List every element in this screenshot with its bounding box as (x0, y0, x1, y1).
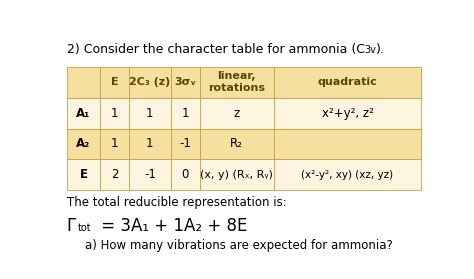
Bar (100, 98, 128, 129)
Text: -1: -1 (144, 168, 156, 181)
Text: 2) Consider the character table for ammonia (C: 2) Consider the character table for ammo… (66, 43, 365, 56)
Text: = 3A₁ + 1A₂ + 8E: = 3A₁ + 1A₂ + 8E (96, 217, 247, 235)
Bar (171, 98, 200, 129)
Text: 2C₃ (z): 2C₃ (z) (129, 77, 171, 87)
Text: ).: ). (376, 43, 385, 56)
Text: linear,
rotations: linear, rotations (208, 71, 265, 93)
Bar (128, 129, 171, 159)
Text: a) How many vibrations are expected for ammonia?: a) How many vibrations are expected for … (85, 239, 393, 252)
Text: The total reducible representation is:: The total reducible representation is: (66, 196, 286, 209)
Text: tot: tot (78, 223, 91, 232)
Bar (274, 67, 421, 98)
Bar (128, 98, 171, 129)
Text: R₂: R₂ (230, 138, 243, 150)
Bar (200, 159, 274, 190)
Bar (274, 159, 421, 190)
Text: x²+y², z²: x²+y², z² (321, 107, 374, 120)
Text: E: E (110, 77, 118, 87)
Bar (171, 67, 200, 98)
Text: 1: 1 (111, 138, 118, 150)
Text: 3v: 3v (365, 45, 376, 55)
Text: E: E (80, 168, 87, 181)
Text: A₂: A₂ (76, 138, 91, 150)
Text: A₁: A₁ (76, 107, 91, 120)
Text: (x, y) (Rₓ, Rᵧ): (x, y) (Rₓ, Rᵧ) (201, 170, 273, 180)
Text: 1: 1 (182, 107, 189, 120)
Text: 1: 1 (146, 107, 154, 120)
Bar (274, 129, 421, 159)
Bar (66, 129, 100, 159)
Bar (128, 159, 171, 190)
Text: 1: 1 (111, 107, 118, 120)
Text: z: z (234, 107, 240, 120)
Text: 1: 1 (146, 138, 154, 150)
Bar (171, 159, 200, 190)
Bar (66, 159, 100, 190)
Bar (100, 159, 128, 190)
Text: (x²-y², xy) (xz, yz): (x²-y², xy) (xz, yz) (301, 170, 393, 180)
Bar (171, 129, 200, 159)
Bar (200, 67, 274, 98)
Bar (128, 67, 171, 98)
Bar (66, 67, 100, 98)
Bar (100, 129, 128, 159)
Text: 0: 0 (182, 168, 189, 181)
Text: Γ: Γ (66, 217, 76, 235)
Text: quadratic: quadratic (318, 77, 377, 87)
Text: -1: -1 (180, 138, 191, 150)
Bar (66, 98, 100, 129)
Bar (200, 129, 274, 159)
Text: 3σᵥ: 3σᵥ (174, 77, 196, 87)
Bar (200, 98, 274, 129)
Bar (100, 67, 128, 98)
Text: 2: 2 (111, 168, 118, 181)
Bar (274, 98, 421, 129)
